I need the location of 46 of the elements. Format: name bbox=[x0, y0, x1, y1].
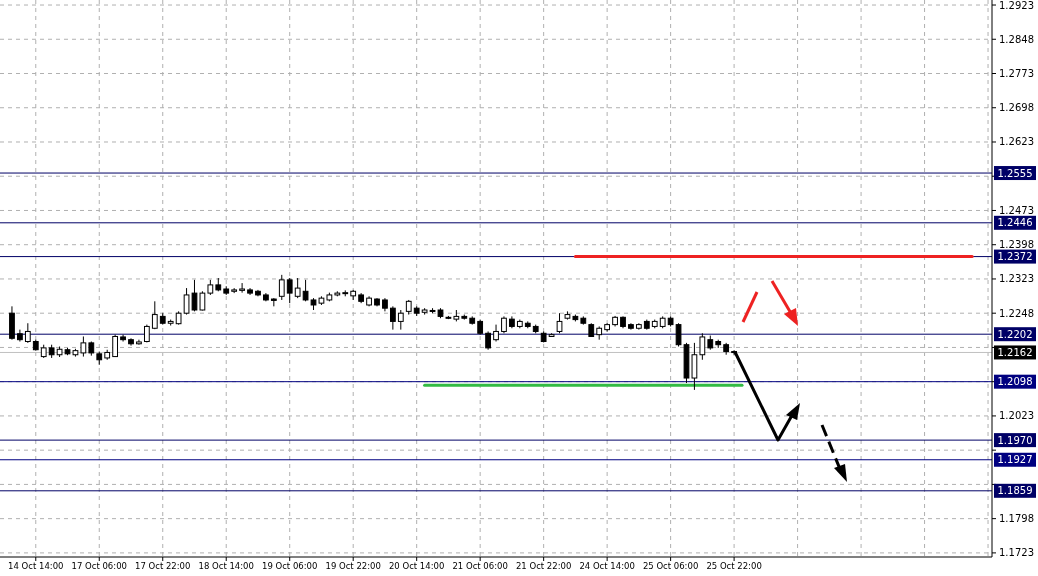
candlestick bbox=[151, 300, 158, 330]
y-tick-label: 1.2398 bbox=[999, 239, 1034, 251]
x-tick-label: 25 Oct 06:00 bbox=[642, 561, 699, 571]
candlestick bbox=[278, 274, 285, 301]
ref-line-label: 1.2555 bbox=[997, 167, 1033, 179]
x-tick-label: 17 Oct 06:00 bbox=[71, 561, 127, 571]
candlestick bbox=[699, 332, 706, 361]
ref-line-label: 1.2372 bbox=[997, 251, 1033, 263]
y-tick-label: 1.1723 bbox=[999, 547, 1034, 559]
ref-line-label: 1.2098 bbox=[997, 376, 1033, 388]
x-tick-label: 19 Oct 22:00 bbox=[325, 561, 381, 571]
ref-line-label: 1.2202 bbox=[997, 328, 1033, 340]
y-tick-label: 1.2023 bbox=[999, 410, 1034, 422]
candlestick bbox=[397, 309, 404, 331]
y-tick-label: 1.2473 bbox=[999, 204, 1034, 216]
x-tick-label: 21 Oct 22:00 bbox=[515, 561, 572, 571]
ref-line-label: 1.1927 bbox=[997, 454, 1033, 466]
x-tick-label: 18 Oct 14:00 bbox=[198, 561, 254, 571]
x-tick-label: 14 Oct 14:00 bbox=[8, 561, 64, 571]
ref-line-label: 1.1859 bbox=[997, 485, 1033, 497]
y-tick-label: 1.2323 bbox=[999, 273, 1034, 285]
ref-line-label: 1.1970 bbox=[997, 434, 1033, 446]
candlestick bbox=[80, 335, 87, 358]
x-tick-label: 25 Oct 22:00 bbox=[706, 561, 762, 571]
x-tick-label: 20 Oct 14:00 bbox=[388, 561, 445, 571]
ref-line-label: 1.2162 bbox=[997, 346, 1033, 358]
x-tick-label: 24 Oct 14:00 bbox=[579, 561, 635, 571]
y-tick-label: 1.2773 bbox=[999, 68, 1034, 80]
x-tick-label: 19 Oct 06:00 bbox=[262, 561, 318, 571]
x-tick-label: 21 Oct 06:00 bbox=[452, 561, 508, 571]
candlestick bbox=[294, 277, 301, 299]
ref-line-label: 1.2446 bbox=[997, 217, 1033, 229]
candlestick bbox=[556, 312, 563, 334]
candlestick bbox=[389, 305, 396, 331]
y-tick-label: 1.1798 bbox=[999, 513, 1034, 525]
y-tick-label: 1.2848 bbox=[999, 33, 1034, 45]
x-tick-label: 17 Oct 22:00 bbox=[135, 561, 191, 571]
y-tick-label: 1.2923 bbox=[999, 0, 1034, 11]
y-tick-label: 1.2623 bbox=[999, 136, 1034, 148]
y-tick-label: 1.2698 bbox=[999, 102, 1034, 114]
candlestick bbox=[493, 324, 499, 342]
candlestick bbox=[485, 330, 491, 351]
y-tick-label: 1.2248 bbox=[999, 307, 1034, 319]
candlestick bbox=[24, 322, 31, 344]
candlestick bbox=[286, 277, 293, 304]
candlestick bbox=[239, 282, 245, 294]
